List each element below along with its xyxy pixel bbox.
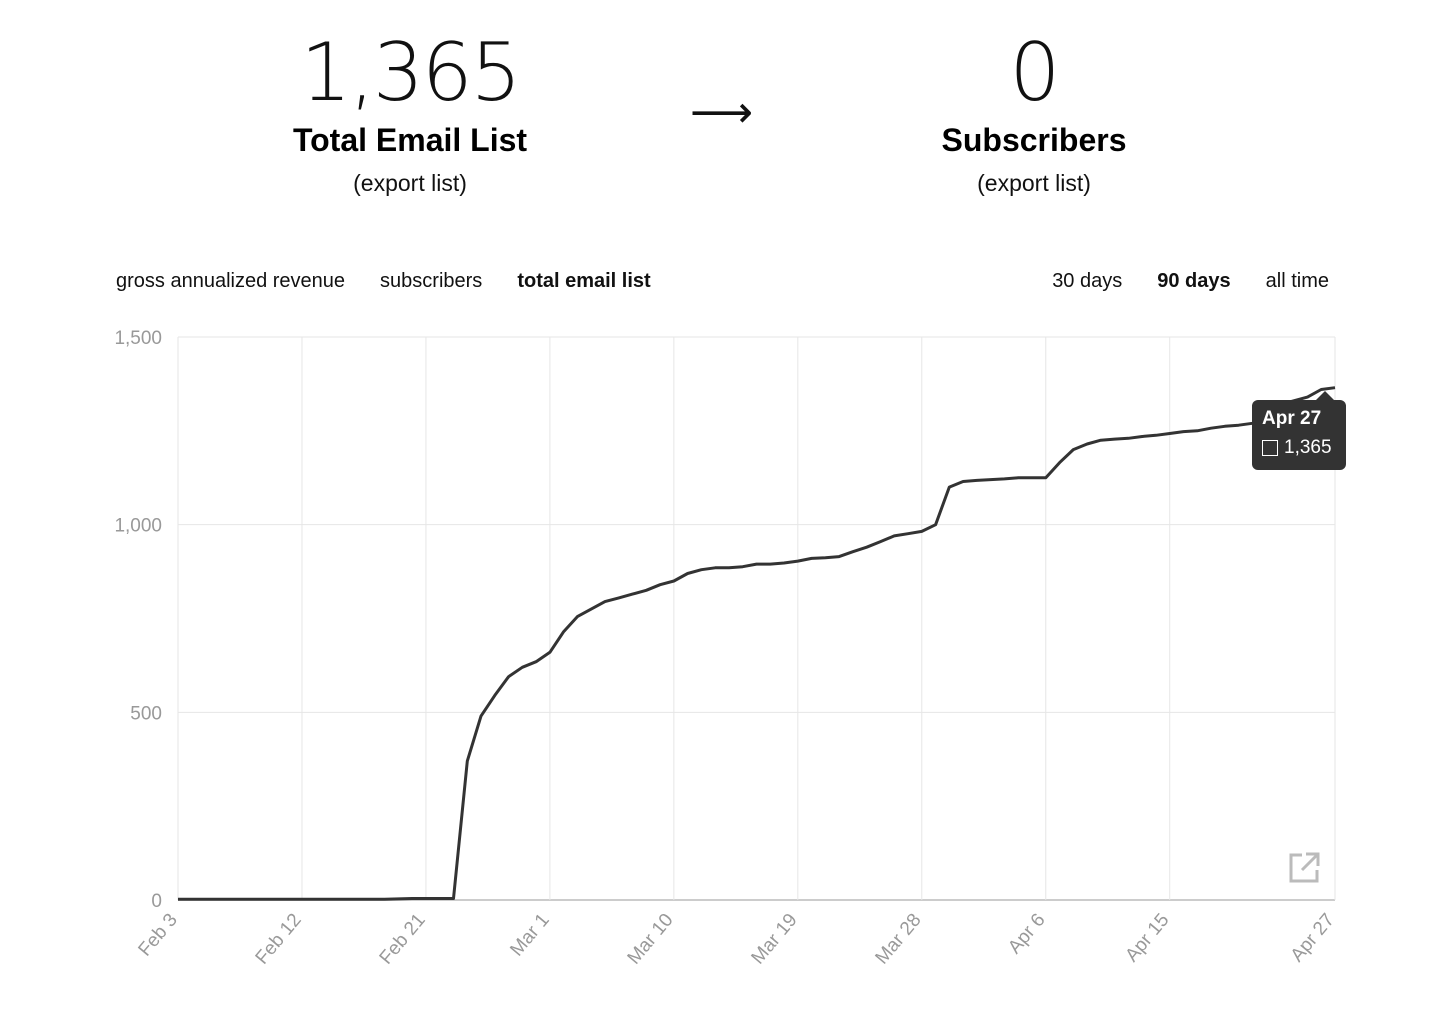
export-total-list-link[interactable]: (export list): [353, 170, 467, 196]
total-email-list-label: Total Email List: [292, 122, 528, 158]
y-tick-label: 1,000: [114, 516, 162, 537]
x-tick-label: Apr 15: [1121, 910, 1173, 966]
range-tabs: 30 days 90 days all time: [1052, 270, 1329, 293]
tooltip-value: 1,365: [1284, 437, 1332, 458]
x-tick-label: Mar 1: [506, 910, 553, 961]
range-all-time[interactable]: all time: [1265, 270, 1329, 292]
range-90-days[interactable]: 90 days: [1157, 270, 1231, 292]
y-tick-label: 0: [151, 891, 162, 912]
subscribers-value: 0: [1009, 26, 1061, 119]
x-tick-label: Feb 12: [252, 910, 306, 969]
total-email-list-stat: 1,365 Total Email List (export list): [200, 28, 620, 198]
metric-tabs: gross annualized revenue subscribers tot…: [116, 270, 651, 293]
x-tick-label: Apr 6: [1004, 910, 1049, 958]
arrow-right-icon: ⟶: [690, 88, 754, 137]
y-tick-label: 1,500: [114, 328, 162, 349]
subscribers-stat: 0 Subscribers (export list): [824, 28, 1244, 198]
x-tick-label: Feb 21: [376, 910, 430, 969]
x-tick-label: Apr 27: [1287, 910, 1339, 966]
x-tick-label: Mar 19: [748, 910, 802, 969]
external-link-icon[interactable]: [1286, 850, 1322, 886]
tab-gross-annualized-revenue[interactable]: gross annualized revenue: [116, 270, 346, 292]
tab-subscribers[interactable]: subscribers: [380, 270, 483, 292]
tooltip-date: Apr 27: [1262, 408, 1322, 429]
tooltip-row: 1,365: [1262, 437, 1336, 459]
subscribers-label: Subscribers: [941, 122, 1127, 158]
export-subscribers-link[interactable]: (export list): [977, 170, 1091, 196]
y-tick-label: 500: [130, 703, 162, 724]
tab-total-email-list[interactable]: total email list: [517, 270, 651, 292]
series-line: [178, 386, 1336, 901]
x-tick-label: Feb 3: [135, 910, 182, 961]
chart-tooltip: Apr 27 1,365: [1252, 391, 1346, 470]
range-30-days[interactable]: 30 days: [1052, 270, 1123, 292]
tooltip-series-swatch: [1262, 440, 1278, 456]
x-tick-label: Mar 10: [624, 910, 678, 969]
total-email-list-value: 1,365: [300, 26, 521, 119]
x-tick-label: Mar 28: [872, 910, 926, 969]
